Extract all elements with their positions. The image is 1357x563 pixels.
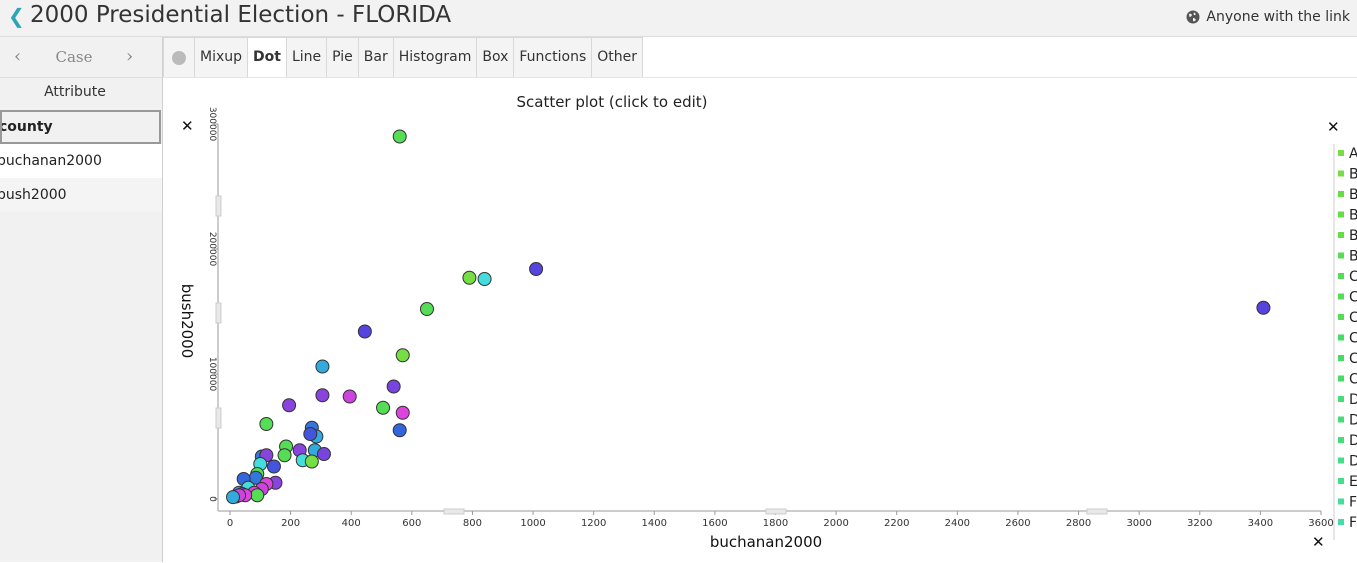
- tab-histogram[interactable]: Histogram: [392, 37, 477, 78]
- attribute-label: buchanan2000: [0, 153, 102, 169]
- remove-legend-close-icon[interactable]: ✕: [1327, 118, 1340, 136]
- tab-box[interactable]: Box: [476, 37, 514, 78]
- remove-y-axis-close-icon[interactable]: ✕: [181, 117, 194, 135]
- tab-bar[interactable]: Bar: [357, 37, 393, 78]
- back-chevron-icon[interactable]: ❮: [8, 4, 25, 28]
- next-case-icon[interactable]: ›: [126, 46, 134, 67]
- document-title[interactable]: 2000 Presidential Election - FLORIDA: [30, 2, 452, 28]
- tab-mixup[interactable]: Mixup: [194, 37, 248, 78]
- tab-dot[interactable]: Dot: [247, 37, 286, 78]
- share-label: Anyone with the link: [1206, 9, 1350, 25]
- attribute-label: bush2000: [0, 187, 67, 203]
- options-dot-button[interactable]: [163, 37, 194, 78]
- attribute-label: county: [0, 119, 53, 135]
- case-navigator: ‹ Case ›: [0, 37, 162, 78]
- document-header: ❮ 2000 Presidential Election - FLORIDA A…: [0, 0, 1357, 37]
- plot-title[interactable]: Scatter plot (click to edit): [516, 93, 708, 111]
- dot-icon: [172, 50, 186, 65]
- attribute-panel: ‹ Case › Attribute county buchanan2000 b…: [0, 37, 163, 562]
- remove-x-axis-close-icon[interactable]: ✕: [1312, 533, 1325, 551]
- plot-type-toolbar: Mixup Dot Line Pie Bar Histogram Box Fun…: [163, 37, 643, 78]
- attribute-item-county[interactable]: county: [0, 110, 161, 144]
- tab-other[interactable]: Other: [591, 37, 643, 78]
- plot-area: [163, 77, 1357, 563]
- share-control[interactable]: Anyone with the link: [1186, 9, 1350, 25]
- tab-line[interactable]: Line: [285, 37, 327, 78]
- attribute-item-bush2000[interactable]: bush2000: [0, 178, 162, 212]
- tab-pie[interactable]: Pie: [326, 37, 358, 78]
- tab-functions[interactable]: Functions: [513, 37, 592, 78]
- case-label: Case: [55, 48, 93, 66]
- globe-icon: [1186, 10, 1200, 24]
- prev-case-icon[interactable]: ‹: [14, 46, 22, 67]
- attribute-heading: Attribute: [44, 84, 106, 100]
- attribute-item-buchanan2000[interactable]: buchanan2000: [0, 144, 162, 178]
